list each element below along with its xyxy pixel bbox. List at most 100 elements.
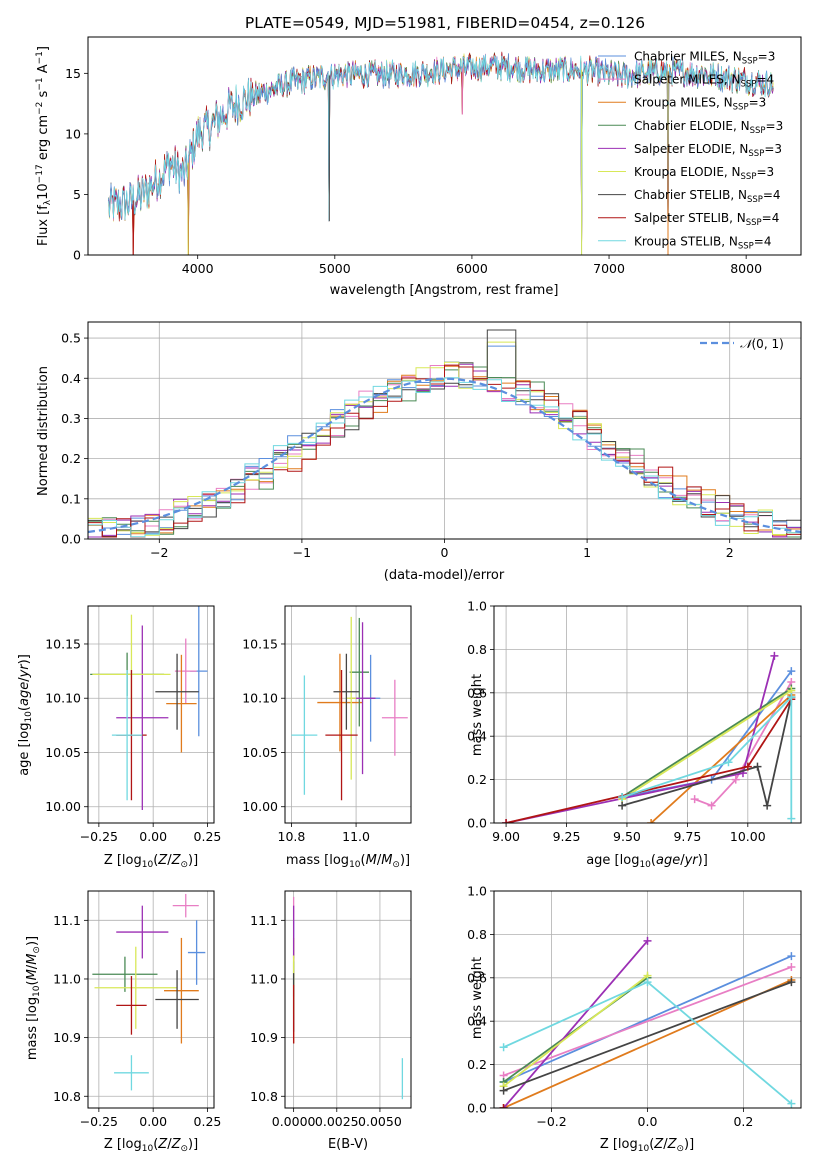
x-tick-label: 4000 xyxy=(182,261,214,276)
x-tick-label: 9.00 xyxy=(492,829,520,844)
legend-label: Kroupa ELODIE, NSSP=3 xyxy=(634,165,774,182)
axes-frame xyxy=(493,890,802,1109)
mass-weight-vs-z-panel: −0.2 0.0 0.2 0.0 0.2 0.4 0.6 0.8 1.0 xyxy=(467,884,802,1130)
mass-weight-line xyxy=(650,694,792,823)
mass-weight-marker xyxy=(787,1099,796,1108)
mass-vs-z-xlabel: Z [log10(Z/Z⊙)] xyxy=(104,1137,198,1154)
mass-weight-line xyxy=(505,655,776,823)
mass-weight-line xyxy=(503,979,792,1108)
mass-weight-marker xyxy=(499,1104,508,1108)
y-tick-label: 0.5 xyxy=(61,331,81,346)
y-tick-label: 10.00 xyxy=(45,799,81,814)
mass-weight-marker xyxy=(618,801,627,810)
grid xyxy=(494,890,801,1109)
x-tick-label: 5000 xyxy=(319,261,351,276)
plot-area xyxy=(499,936,796,1108)
plot-area xyxy=(292,896,404,1100)
plot-area xyxy=(291,616,408,801)
x-tick-label: 0.0 xyxy=(638,1114,658,1129)
y-tick-label: 0.6 xyxy=(467,685,487,700)
y-tick-label: 0.0 xyxy=(467,1101,487,1116)
x-tick-label: 0.25 xyxy=(194,1114,222,1129)
y-tick-label: 0.2 xyxy=(467,1057,487,1072)
plot-area xyxy=(502,651,796,823)
mass-weight-vs-age-panel: 9.00 9.25 9.50 9.75 10.00 0.0 0.2 0.4 0.6 0.8 1.0 xyxy=(467,599,802,844)
x-tick-label: 9.25 xyxy=(553,829,581,844)
ticks: 10.8 11.0 10.00 10.05 10.10 10.15 xyxy=(242,636,370,844)
y-tick-label: 0.0 xyxy=(61,532,81,547)
legend-label: Kroupa MILES, NSSP=3 xyxy=(634,96,766,113)
residuals-panel: −2 −1 0 1 2 0.0 0.1 0.2 0.3 0.4 0.5 𝒩(0, 1) xyxy=(61,321,802,560)
y-tick-label: 10.8 xyxy=(250,1089,278,1104)
mass-weight-line xyxy=(621,696,793,807)
y-tick-label: 10.10 xyxy=(242,691,278,706)
y-tick-label: 11.0 xyxy=(250,971,278,986)
mass-weight-marker xyxy=(787,814,796,823)
x-tick-label: −0.25 xyxy=(80,1114,118,1129)
mass-weight-line xyxy=(694,681,793,807)
x-tick-label: 0.0050 xyxy=(358,1114,402,1129)
mass-weight-line xyxy=(621,694,793,819)
mass-weight-marker xyxy=(499,1043,508,1052)
residuals-ylabel: Normed distribution xyxy=(36,366,51,496)
legend-label: Chabrier STELIB, NSSP=4 xyxy=(634,188,781,205)
axes-frame xyxy=(87,605,215,824)
x-tick-label: 0.0025 xyxy=(315,1114,359,1129)
mass-weight-line xyxy=(503,981,792,1092)
y-tick-label: 10.05 xyxy=(242,745,278,760)
mass-weight-marker xyxy=(743,762,752,771)
axes-frame xyxy=(284,890,412,1109)
x-tick-label: 0.2 xyxy=(733,1114,753,1129)
ticks: −0.25 0.00 0.25 10.8 10.9 11.0 11.1 xyxy=(53,913,221,1129)
spectrum-ylabel: Flux [fλ10−17 erg cm−2 s−1 A−1] xyxy=(35,46,53,246)
mass-weight-marker xyxy=(707,801,716,810)
mass-weight-vs-z-xlabel: Z [log10(Z/Z⊙)] xyxy=(600,1137,694,1154)
mass-weight-marker xyxy=(770,651,779,660)
x-tick-label: 0.00 xyxy=(139,1114,167,1129)
x-tick-label: 7000 xyxy=(593,261,625,276)
mass-weight-line xyxy=(621,687,792,798)
legend-label: Chabrier MILES, NSSP=3 xyxy=(634,50,775,67)
mass-weight-line xyxy=(503,955,792,1083)
mass-weight-vs-age-xlabel: age [log10(age/yr)] xyxy=(586,853,708,870)
x-tick-label: 1 xyxy=(583,545,591,560)
plot-area xyxy=(92,893,206,1091)
mass-weight-marker xyxy=(787,952,796,961)
x-tick-label: −1 xyxy=(293,545,311,560)
y-tick-label: 0.4 xyxy=(467,729,487,744)
mass-weight-line xyxy=(503,974,649,1088)
x-tick-label: 6000 xyxy=(456,261,488,276)
ticks: 0.0000 0.0025 0.0050 10.8 10.9 11.0 11.1 xyxy=(250,913,402,1129)
spectrum-xlabel: wavelength [Angstrom, rest frame] xyxy=(330,283,559,298)
mass-weight-marker xyxy=(647,819,656,823)
mass-weight-marker xyxy=(787,667,796,676)
y-tick-label: 10 xyxy=(65,126,81,141)
y-tick-label: 10.05 xyxy=(45,745,81,760)
mass-vs-ebv-xlabel: E(B-V) xyxy=(328,1137,368,1152)
age-vs-mass-panel: 10.8 11.0 10.00 10.05 10.10 10.15 xyxy=(242,605,412,844)
y-tick-label: 11.1 xyxy=(250,913,278,928)
mass-weight-marker xyxy=(724,758,733,767)
y-tick-label: 0.8 xyxy=(467,642,487,657)
residuals-xlabel: (data-model)/error xyxy=(384,568,505,583)
age-vs-mass-xlabel: mass [log10(M/M⊙)] xyxy=(286,853,410,870)
y-tick-label: 10.00 xyxy=(242,799,278,814)
y-tick-label: 0.4 xyxy=(61,371,81,386)
y-tick-label: 10.9 xyxy=(53,1030,81,1045)
x-tick-label: 9.75 xyxy=(673,829,701,844)
y-tick-label: 0.1 xyxy=(61,491,81,506)
grid xyxy=(88,606,214,823)
mass-weight-marker xyxy=(499,1086,508,1095)
ticks: −0.2 0.0 0.2 0.0 0.2 0.4 0.6 0.8 1.0 xyxy=(467,884,753,1130)
mass-weight-line xyxy=(503,966,792,1077)
age-vs-z-ylabel: age [log10(age/yr)] xyxy=(17,654,34,776)
y-tick-label: 0.4 xyxy=(467,1014,487,1029)
grid xyxy=(88,891,214,1108)
y-tick-label: 1.0 xyxy=(467,599,487,614)
mass-weight-marker xyxy=(643,978,652,987)
ticks: −0.25 0.00 0.25 10.00 10.05 10.10 10.15 xyxy=(45,636,221,844)
x-tick-label: −2 xyxy=(150,545,168,560)
y-tick-label: 0.0 xyxy=(467,816,487,831)
age-vs-z-xlabel: Z [log10(Z/Z⊙)] xyxy=(104,853,198,870)
